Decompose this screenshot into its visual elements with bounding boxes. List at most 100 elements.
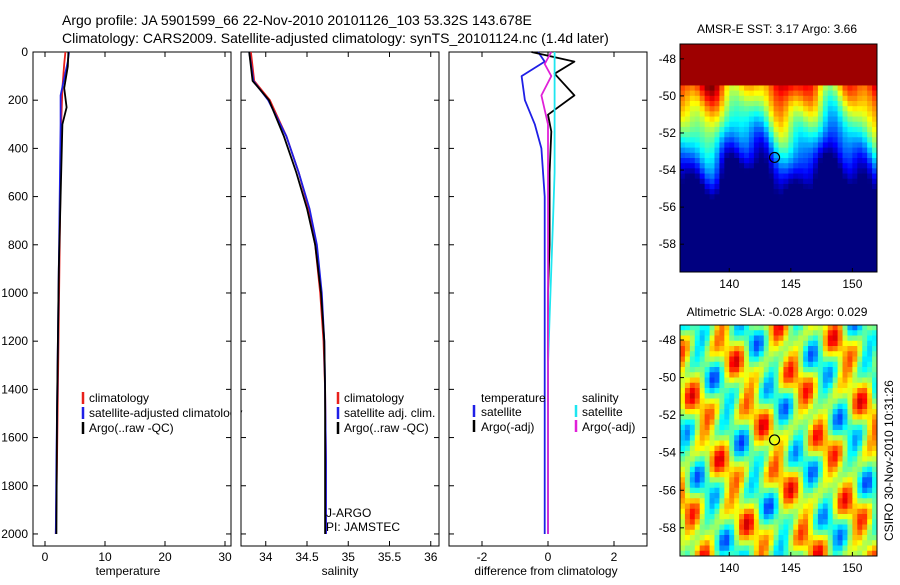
sst-cell (734, 251, 740, 258)
sla-cell (827, 356, 834, 363)
sla-cell (832, 382, 839, 389)
sla-cell (758, 540, 765, 547)
sst-cell (748, 49, 755, 55)
legend-salinity-heading: salinity (582, 391, 619, 405)
sst-cell (744, 137, 750, 144)
sst-cell (808, 163, 814, 169)
sla-cell (719, 409, 725, 415)
sst-cell (689, 256, 696, 263)
sla-cell (817, 372, 824, 379)
sst-cell (768, 178, 775, 185)
sst-cell (680, 189, 686, 195)
sst-cell (837, 240, 844, 247)
sst-cell (783, 230, 789, 237)
sla-cell (778, 445, 785, 452)
sst-cell (842, 126, 849, 133)
sla-cell (680, 456, 686, 463)
sst-cell (808, 220, 814, 226)
sst-cell (783, 266, 789, 272)
sla-cell (852, 487, 858, 494)
sst-cell (714, 90, 720, 97)
sla-cell (684, 514, 691, 520)
sla-cell (783, 482, 789, 489)
sla-cell (832, 503, 839, 510)
sst-cell (803, 225, 809, 232)
sst-cell (729, 220, 735, 226)
sla-cell (758, 519, 765, 526)
sla-cell (788, 367, 794, 373)
sla-cell (709, 388, 716, 394)
sst-cell (842, 209, 849, 216)
sla-argo-marker (768, 434, 781, 446)
sst-cell (817, 189, 824, 195)
sst-cell (788, 132, 794, 138)
sla-cell (694, 393, 701, 400)
sst-cell (793, 64, 799, 71)
sst-cell (709, 111, 716, 118)
sla-cell (739, 445, 745, 452)
sst-cell (684, 178, 691, 185)
sst-cell (847, 266, 853, 272)
sst-cell (739, 194, 745, 201)
sla-cell (852, 388, 858, 394)
sst-cell (832, 54, 839, 61)
sst-cell (753, 90, 760, 97)
sla-cell (704, 461, 711, 468)
sst-cell (808, 204, 814, 211)
sla-cell (808, 340, 814, 347)
sst-cell (768, 215, 775, 221)
sst-cell (842, 152, 849, 159)
sla-cell (847, 435, 853, 442)
sla-cell (798, 430, 804, 436)
sla-cell (867, 424, 873, 431)
sla-cell (793, 445, 799, 452)
sla-cell (680, 514, 686, 520)
sst-cell (832, 215, 839, 221)
sla-cell (773, 508, 780, 515)
sst-cell (758, 215, 765, 221)
sla-cell (832, 477, 839, 484)
sla-cell (689, 503, 696, 510)
sst-cell (753, 75, 760, 81)
sst-cell (758, 95, 765, 102)
sla-cell (817, 340, 824, 347)
sla-cell (778, 487, 785, 494)
sla-cell (719, 482, 725, 489)
sst-cell (812, 235, 819, 242)
sst-cell (783, 194, 789, 201)
sst-cell (837, 215, 844, 221)
sla-cell (778, 335, 785, 342)
sst-cell (724, 230, 730, 237)
sla-cell (857, 414, 863, 421)
sst-cell (734, 261, 740, 268)
sst-cell (704, 152, 711, 159)
sst-cell (808, 225, 814, 232)
sst-cell (758, 220, 765, 226)
sla-cell (847, 498, 853, 505)
sla-cell (852, 456, 858, 463)
sla-cell (694, 356, 701, 363)
sla-cell (822, 356, 829, 363)
sst-cell (758, 189, 765, 195)
sst-cell (734, 246, 740, 252)
sla-cell (719, 440, 725, 447)
sst-cell (842, 183, 849, 190)
sst-cell (867, 59, 873, 66)
sla-cell (793, 493, 799, 499)
sst-cell (857, 163, 863, 169)
sla-cell (783, 419, 789, 426)
sla-cell (817, 398, 824, 405)
sst-cell (808, 240, 814, 247)
sst-cell (842, 194, 849, 201)
sst-cell (822, 209, 829, 216)
sst-cell (763, 49, 770, 55)
sla-cell (832, 466, 839, 473)
sla-cell (827, 409, 834, 415)
sst-cell (783, 126, 789, 133)
sla-cell (822, 419, 829, 426)
sst-cell (862, 240, 868, 247)
sla-cell (773, 351, 780, 358)
sla-cell (832, 435, 839, 442)
sla-cell (704, 498, 711, 505)
sst-cell (768, 90, 775, 97)
